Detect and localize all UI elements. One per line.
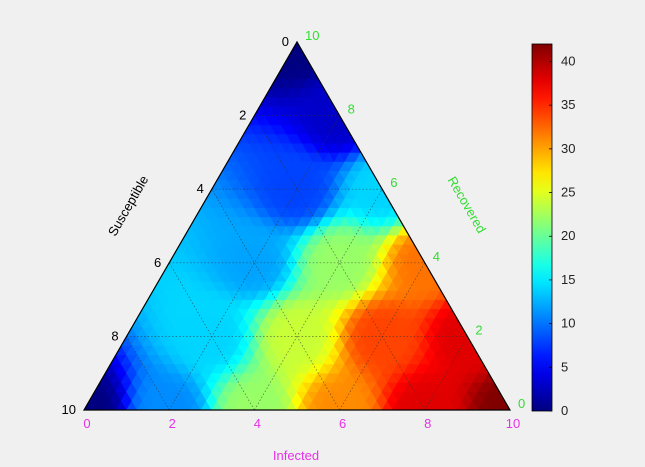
recovered-tick-label: 8 bbox=[348, 102, 355, 117]
recovered-axis-ticks: 0 2 4 6 8 10 bbox=[305, 28, 525, 411]
recovered-tick-label: 0 bbox=[518, 396, 525, 411]
infected-axis-ticks: 0 2 4 6 8 10 bbox=[83, 416, 520, 431]
infected-tick-label: 8 bbox=[424, 416, 431, 431]
triangle-border bbox=[82, 40, 512, 411]
colorbar-fill bbox=[531, 43, 553, 412]
infected-tick-label: 6 bbox=[339, 416, 346, 431]
plot-area bbox=[82, 40, 512, 411]
grid-lines bbox=[126, 115, 468, 411]
grid-line-infected bbox=[168, 115, 340, 411]
colorbar-tick-label: 15 bbox=[561, 272, 575, 287]
grid-line-infected bbox=[424, 336, 468, 411]
susceptible-tick-label: 2 bbox=[239, 108, 246, 123]
grid-line-infected bbox=[254, 189, 383, 411]
recovered-tick-label: 4 bbox=[433, 249, 440, 264]
recovered-axis-label: Recovered bbox=[445, 174, 489, 236]
grid-line-susceptible bbox=[168, 262, 255, 411]
heatmap-cell bbox=[291, 42, 303, 52]
grid-line-susceptible bbox=[254, 115, 426, 411]
colorbar-tick-label: 35 bbox=[561, 97, 575, 112]
recovered-tick-label: 6 bbox=[390, 175, 397, 190]
colorbar-tick-label: 20 bbox=[561, 228, 575, 243]
colorbar-tick-label: 5 bbox=[561, 359, 568, 374]
colorbar-tick-label: 40 bbox=[561, 53, 575, 68]
grid-line-susceptible bbox=[211, 189, 340, 411]
colorbar-tick-label: 30 bbox=[561, 141, 575, 156]
susceptible-tick-label: 6 bbox=[154, 255, 161, 270]
infected-axis-label: Infected bbox=[273, 448, 319, 463]
susceptible-axis-label: Susceptible bbox=[105, 173, 152, 239]
recovered-tick-label: 10 bbox=[305, 28, 319, 43]
susceptible-tick-label: 0 bbox=[282, 34, 289, 49]
infected-tick-label: 4 bbox=[254, 416, 261, 431]
infected-tick-label: 2 bbox=[169, 416, 176, 431]
colorbar-ticks: 0 5 10 15 20 25 30 35 40 bbox=[549, 53, 575, 418]
grid-line-susceptible bbox=[126, 336, 170, 411]
infected-tick-label: 0 bbox=[83, 416, 90, 431]
colorbar: 0 5 10 15 20 25 30 35 40 bbox=[531, 43, 575, 418]
heatmap-field bbox=[84, 42, 510, 410]
colorbar-tick-label: 0 bbox=[561, 403, 568, 418]
recovered-tick-label: 2 bbox=[475, 322, 482, 337]
infected-tick-label: 10 bbox=[506, 416, 520, 431]
colorbar-tick-label: 25 bbox=[561, 185, 575, 200]
susceptible-tick-label: 4 bbox=[197, 181, 204, 196]
susceptible-tick-label: 10 bbox=[62, 402, 76, 417]
susceptible-axis-ticks: 0 2 4 6 8 10 bbox=[62, 34, 289, 417]
colorbar-tick-label: 10 bbox=[561, 316, 575, 331]
susceptible-tick-label: 8 bbox=[111, 328, 118, 343]
